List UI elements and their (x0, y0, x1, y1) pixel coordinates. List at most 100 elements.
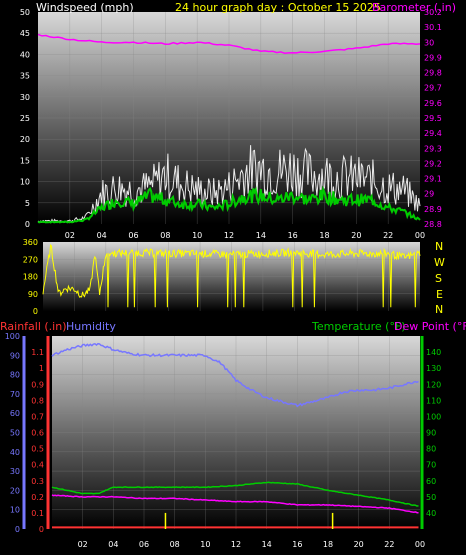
rainfall-tick: 0.6 (31, 429, 44, 438)
x-tick-label: 06 (139, 540, 149, 549)
x-tick-label: 16 (288, 231, 298, 240)
temperature-tick: 130 (426, 364, 441, 373)
x-tick-label: 10 (192, 231, 202, 240)
barometer-tick: 30 (424, 38, 434, 47)
x-tick-label: 22 (383, 231, 393, 240)
rainfall-tick: 0.2 (31, 493, 44, 502)
temperature-tick: 140 (426, 348, 441, 357)
windspeed-tick: 45 (20, 29, 30, 38)
rainfall-axis-label: Rainfall (.in) (0, 320, 67, 333)
x-tick-label: 06 (128, 231, 138, 240)
temperature-tick: 40 (426, 509, 436, 518)
direction-grid (43, 242, 420, 311)
dewpoint-axis-label: Dew Point (°F) (394, 320, 466, 333)
x-tick-label: 00 (415, 231, 425, 240)
barometer-tick: 29.5 (424, 114, 442, 123)
humidity-axis-label: Humidity (66, 320, 116, 333)
temperature-tick: 120 (426, 380, 441, 389)
temperature-tick: 100 (426, 412, 441, 421)
x-tick-label: 14 (262, 540, 272, 549)
dir-label-n-top: N (435, 240, 443, 253)
barometer-tick: 29 (424, 190, 434, 199)
temperature-series (51, 481, 419, 507)
barometer-series (37, 33, 421, 54)
x-tick-label: 20 (351, 231, 361, 240)
windspeed-tick: 15 (20, 156, 30, 165)
barometer-tick: 29.1 (424, 175, 442, 184)
temperature-tick: 80 (426, 445, 436, 454)
windspeed-tick: 10 (20, 178, 30, 187)
temperature-tick: 60 (426, 477, 436, 486)
barometer-tick: 28.8 (424, 220, 442, 229)
rainfall-tick: 0.7 (31, 412, 44, 421)
temperature-tick: 70 (426, 461, 436, 470)
windspeed-tick: 0 (25, 220, 30, 229)
temperature-axis-label: Temperature (°F) (311, 320, 406, 333)
windspeed-tick: 30 (20, 93, 30, 102)
data-series (37, 33, 421, 529)
barometer-tick: 29.7 (424, 84, 442, 93)
dewpoint-series (51, 494, 419, 514)
direction-tick: 270 (23, 255, 38, 264)
rainfall-tick: 0.9 (31, 380, 44, 389)
x-tick-label: 16 (292, 540, 302, 549)
barometer-tick: 29.4 (424, 129, 442, 138)
humidity-tick: 60 (10, 409, 20, 418)
temperature-tick: 50 (426, 493, 436, 502)
humidity-tick: 80 (10, 371, 20, 380)
windspeed-tick: 5 (25, 199, 30, 208)
x-tick-label: 18 (319, 231, 329, 240)
humidity-tick: 0 (15, 525, 20, 534)
barometer-tick: 29.3 (424, 144, 442, 153)
windspeed-tick: 50 (20, 8, 30, 17)
humidity-tick: 70 (10, 390, 20, 399)
x-tick-label: 04 (108, 540, 118, 549)
humidity-tick: 100 (5, 332, 20, 341)
rainfall-tick: 0 (39, 525, 44, 534)
temperature-tick: 90 (426, 429, 436, 438)
humidity-tick: 90 (10, 351, 20, 360)
barometer-tick: 28.9 (424, 205, 442, 214)
x-tick-label: 00 (415, 540, 425, 549)
direction-tick: 360 (23, 238, 38, 247)
x-tick-label: 02 (65, 231, 75, 240)
humidity-tick: 30 (10, 467, 20, 476)
rainfall-tick: 0.8 (31, 396, 44, 405)
x-tick-label: 12 (224, 231, 234, 240)
rainfall-tick: 0.1 (31, 509, 44, 518)
barometer-tick: 29.2 (424, 159, 442, 168)
barometer-tick: 29.8 (424, 69, 442, 78)
humidity-series (51, 342, 419, 408)
windspeed-tick: 20 (20, 135, 30, 144)
windspeed-axis-label: Windspeed (mph) (36, 1, 134, 14)
direction-tick: 90 (28, 290, 38, 299)
dir-label-s: S (435, 272, 442, 285)
x-tick-label: 12 (231, 540, 241, 549)
x-tick-label: 10 (200, 540, 210, 549)
temperature-tick: 110 (426, 396, 441, 405)
barometer-tick: 30.2 (424, 8, 442, 17)
direction-tick: 0 (33, 307, 38, 316)
rainfall-tick: 0.4 (31, 461, 44, 470)
humidity-tick: 20 (10, 486, 20, 495)
windspeed-tick: 40 (20, 50, 30, 59)
humidity-tick: 50 (10, 429, 20, 438)
humidity-tick: 40 (10, 448, 20, 457)
x-tick-label: 08 (160, 231, 170, 240)
x-tick-label: 04 (97, 231, 107, 240)
barometer-tick: 29.9 (424, 53, 442, 62)
rainfall-tick: 1 (39, 364, 44, 373)
dir-label-e: E (436, 288, 443, 301)
rainfall-tick: 0.5 (31, 445, 44, 454)
direction-tick: 180 (23, 273, 38, 282)
dir-label-n-bottom: N (435, 303, 443, 316)
chart-title: 24 hour graph day : October 15 2025 (175, 1, 381, 14)
barometer-axis-label: Barometer (.in) (372, 1, 456, 14)
x-tick-label: 08 (170, 540, 180, 549)
barometer-tick: 29.6 (424, 99, 442, 108)
humidity-tick: 10 (10, 506, 20, 515)
barometer-tick: 30.1 (424, 23, 442, 32)
wind-average-series (37, 185, 421, 224)
